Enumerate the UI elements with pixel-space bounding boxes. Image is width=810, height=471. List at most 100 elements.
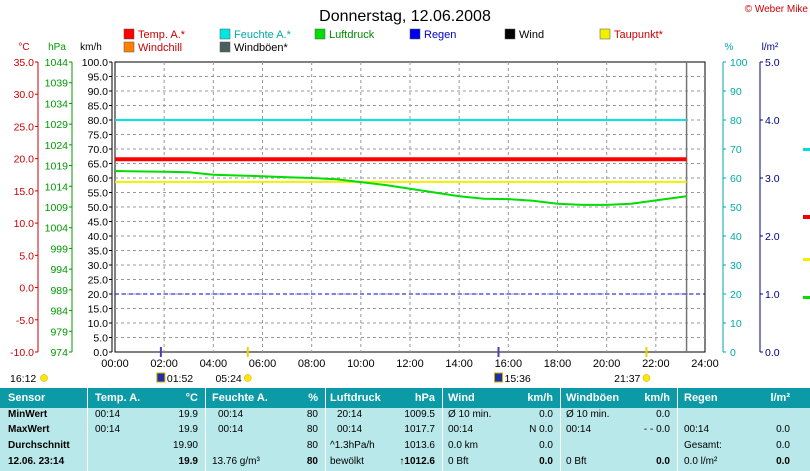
table-header-cell: km/h <box>644 392 670 404</box>
edge-stub-temp <box>803 215 810 219</box>
weather-chart: Donnerstag, 12.06.2008 © Weber Mike Temp. … <box>10 4 810 385</box>
pressure-value: 1017.7 <box>404 424 435 435</box>
edge-stub-dewpoint <box>803 258 810 261</box>
humidity-tick-label: 30 <box>730 260 742 272</box>
legend-swatch <box>409 28 421 40</box>
legend-swatch <box>123 28 135 40</box>
temp-value: 19.90 <box>172 440 198 451</box>
pressure-value: ↑1012.6 <box>399 456 435 467</box>
edge-stub-pressure <box>803 296 810 299</box>
humidity-value: 80 <box>306 424 318 435</box>
start-time-label: 16:12 <box>10 373 36 385</box>
table-header-cell: °C <box>185 392 198 404</box>
table-cell: 13.76 g/m³ <box>212 456 260 467</box>
gust-value: - - 0.0 <box>643 424 670 435</box>
x-tick-label: 08:00 <box>298 358 326 370</box>
rain-value: 0.0 <box>776 424 790 435</box>
sunrise-icon <box>244 374 252 382</box>
x-tick-label: 04:00 <box>200 358 228 370</box>
table-column-divider <box>442 388 443 471</box>
table-cell: 00:14 <box>448 424 474 435</box>
humidity-tick-label: 60 <box>730 173 742 185</box>
wind-tick-label: 10.0 <box>88 318 109 330</box>
humidity-value: 80 <box>306 456 318 467</box>
legend-label: Feuchte A.* <box>234 29 292 41</box>
stats-table-header <box>0 388 810 408</box>
temp-tick-label: 15.0 <box>14 186 35 198</box>
rain-tick-label: 4.0 <box>765 115 780 127</box>
legend-swatch <box>219 28 231 40</box>
table-cell: bewölkt <box>330 456 364 467</box>
table-cell: 0 Bft <box>448 456 469 467</box>
humidity-tick-label: 80 <box>730 115 742 127</box>
table-header-cell: % <box>308 392 318 404</box>
table-column-divider <box>325 388 326 471</box>
table-cell: Ø 10 min. <box>448 409 492 420</box>
table-column-divider <box>677 388 678 471</box>
temp-tick-label: 25.0 <box>14 121 35 133</box>
table-header-cell: Regen <box>684 392 718 404</box>
temp-tick-label: 10.0 <box>14 218 35 230</box>
wind-tick-label: 40.0 <box>88 231 109 243</box>
legend-label: Wind <box>519 29 544 41</box>
rain-value: 0.0 <box>776 456 790 467</box>
table-column-divider <box>87 388 88 471</box>
pressure-tick-label: 1039 <box>45 78 69 90</box>
pressure-tick-label: 979 <box>50 326 68 338</box>
temp-value: 19.9 <box>178 456 198 467</box>
pressure-unit: hPa <box>48 42 66 53</box>
table-header-cell: Wind <box>448 392 475 404</box>
humidity-tick-label: 100 <box>730 57 748 69</box>
rain-tick-label: 1.0 <box>765 289 780 301</box>
pressure-tick-label: 1029 <box>45 119 69 131</box>
legend-swatch <box>219 41 231 53</box>
pressure-tick-label: 994 <box>50 264 68 276</box>
temp-tick-label: 0.0 <box>19 283 34 295</box>
table-cell: 00:14 <box>95 424 121 435</box>
series-line <box>114 170 687 206</box>
row-label: MaxWert <box>8 424 50 435</box>
pressure-tick-label: 1034 <box>45 98 69 110</box>
chart-title: Donnerstag, 12.06.2008 <box>319 8 491 25</box>
legend-swatch <box>599 28 611 40</box>
wind-value: 0.0 <box>539 440 553 451</box>
wind-tick-label: 80.0 <box>88 115 109 127</box>
start-sun-icon <box>40 374 48 382</box>
rain-value: 0.0 <box>776 440 790 451</box>
temp-value: 19.9 <box>178 409 198 420</box>
humidity-tick-label: 40 <box>730 231 742 243</box>
wind-tick-label: 55.0 <box>88 188 109 200</box>
table-cell: 00:14 <box>566 424 592 435</box>
wind-tick-label: 60.0 <box>88 173 109 185</box>
temp-unit: °C <box>18 42 29 53</box>
humidity-tick-label: 70 <box>730 144 742 156</box>
table-header-cell: Sensor <box>8 392 46 404</box>
wind-tick-label: 35.0 <box>88 246 109 258</box>
temp-tick-label: 35.0 <box>14 57 35 69</box>
wind-tick-label: 75.0 <box>88 130 109 142</box>
edge-stub-humidity <box>803 148 810 151</box>
x-tick-label: 24:00 <box>691 358 719 370</box>
wind-tick-label: 15.0 <box>88 304 109 316</box>
humidity-value: 80 <box>306 440 318 451</box>
temp-tick-label: 30.0 <box>14 89 35 101</box>
humidity-unit: % <box>725 42 734 53</box>
temp-value: 19.9 <box>178 424 198 435</box>
table-cell: Gesamt: <box>684 440 722 451</box>
wind-tick-label: 30.0 <box>88 260 109 272</box>
pressure-tick-label: 1009 <box>45 202 69 214</box>
table-header-cell: Temp. A. <box>95 392 141 404</box>
x-tick-label: 02:00 <box>150 358 178 370</box>
x-tick-label: 18:00 <box>544 358 572 370</box>
table-cell: Ø 10 min. <box>566 409 610 420</box>
sunrise-label: 05:24 <box>215 373 241 385</box>
x-tick-label: 12:00 <box>396 358 424 370</box>
humidity-tick-label: 90 <box>730 86 742 98</box>
table-cell: 00:14 <box>218 424 244 435</box>
rain-tick-label: 5.0 <box>765 57 780 69</box>
table-header-cell: l/m² <box>770 392 790 404</box>
copyright: © Weber Mike <box>745 4 809 15</box>
table-header-cell: hPa <box>414 392 435 404</box>
table-header-cell: Windböen <box>566 392 620 404</box>
table-cell: 0.0 km <box>448 440 479 451</box>
